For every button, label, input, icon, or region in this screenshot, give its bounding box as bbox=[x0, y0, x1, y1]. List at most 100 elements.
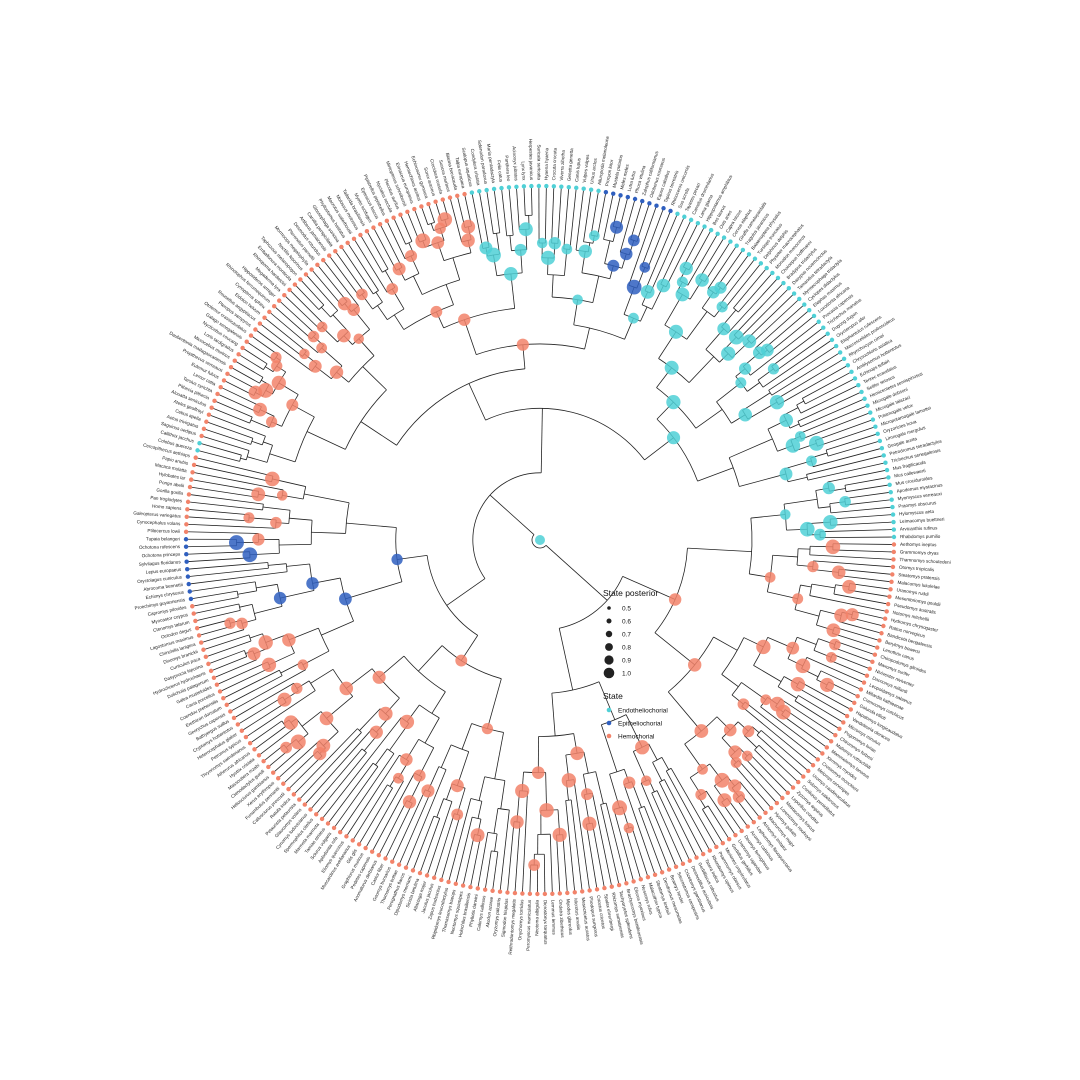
ancestral-node-marker bbox=[243, 512, 255, 524]
branch-arc bbox=[422, 279, 460, 295]
tip-marker bbox=[527, 891, 533, 897]
tip-marker bbox=[647, 201, 652, 206]
tip-marker bbox=[806, 768, 811, 774]
legend-size-items: 0.5 0.6 0.7 0.8 0.9 1.0 bbox=[603, 605, 631, 679]
branch-radial bbox=[543, 854, 546, 894]
branch-arc bbox=[263, 363, 268, 370]
tip-label: Tupaia belangeri bbox=[146, 536, 180, 541]
tip-marker bbox=[271, 304, 277, 309]
branch-radial bbox=[760, 730, 809, 772]
tip-marker bbox=[781, 280, 786, 286]
branch-radial bbox=[321, 620, 354, 636]
branch-radial bbox=[241, 702, 287, 732]
branch-arc bbox=[833, 584, 836, 595]
branch-arc bbox=[659, 779, 665, 783]
tip-marker bbox=[858, 687, 864, 692]
branch-radial bbox=[393, 217, 407, 245]
tip-marker bbox=[195, 448, 200, 453]
branch-radial bbox=[833, 647, 873, 663]
branch-radial bbox=[742, 392, 771, 411]
branch-radial bbox=[649, 216, 685, 294]
branch-radial bbox=[563, 187, 570, 249]
ancestral-node-marker bbox=[276, 490, 288, 501]
branch-arc bbox=[472, 816, 482, 820]
ancestral-node-marker bbox=[742, 725, 755, 738]
tip-marker bbox=[770, 270, 775, 276]
tip-marker bbox=[468, 884, 473, 890]
branch-radial bbox=[592, 793, 613, 887]
branch-radial bbox=[777, 686, 797, 699]
tip-marker bbox=[764, 265, 769, 271]
ancestral-node-marker bbox=[814, 528, 826, 541]
branch-radial bbox=[798, 695, 844, 723]
ancestral-node-marker bbox=[415, 233, 431, 249]
tip-marker bbox=[870, 417, 876, 422]
ancestral-node-marker bbox=[413, 769, 426, 782]
branch-radial bbox=[440, 744, 452, 768]
tip-label: Ptilocercus lowii bbox=[147, 528, 180, 534]
tip-marker bbox=[188, 596, 194, 602]
tip-marker bbox=[807, 307, 812, 313]
ancestral-node-marker bbox=[668, 593, 682, 606]
tip-label: Lynx lynx bbox=[521, 161, 527, 181]
branch-arc bbox=[245, 450, 250, 460]
branch-radial bbox=[833, 593, 889, 605]
tip-marker bbox=[391, 215, 396, 220]
tip-marker bbox=[433, 199, 438, 204]
tip-marker bbox=[680, 861, 686, 867]
tip-state-markers bbox=[183, 183, 897, 897]
tip-marker bbox=[542, 891, 548, 897]
branch-radial bbox=[385, 803, 413, 859]
tip-label: Viverra zibetha bbox=[559, 150, 566, 181]
branch-radial bbox=[643, 806, 670, 870]
tip-marker bbox=[184, 552, 189, 557]
branch-radial bbox=[638, 808, 663, 873]
branch-radial bbox=[419, 818, 441, 874]
branch-radial bbox=[551, 693, 556, 736]
tip-marker bbox=[815, 757, 820, 762]
branch-radial bbox=[644, 213, 678, 291]
tip-marker bbox=[333, 249, 338, 254]
branch-radial bbox=[514, 822, 521, 894]
branch-arc bbox=[757, 379, 764, 388]
tip-marker bbox=[262, 315, 267, 320]
branch-radial bbox=[188, 501, 263, 511]
ancestral-node-marker bbox=[450, 779, 464, 793]
branch-arc bbox=[438, 766, 447, 771]
branch-radial bbox=[192, 597, 239, 607]
branch-radial bbox=[809, 554, 894, 560]
branch-radial bbox=[358, 787, 393, 845]
branch-radial bbox=[455, 817, 473, 884]
tip-marker bbox=[654, 203, 659, 208]
ancestral-node-marker bbox=[735, 377, 747, 389]
tip-label: Myodes glareolus bbox=[566, 899, 574, 936]
ancestral-node-marker bbox=[393, 772, 404, 784]
branch-radial bbox=[760, 706, 823, 754]
branch-radial bbox=[721, 674, 739, 688]
tip-marker bbox=[872, 652, 878, 657]
tip-marker bbox=[855, 693, 860, 699]
branch-radial bbox=[424, 717, 440, 744]
branch-radial bbox=[254, 726, 286, 750]
branch-arc bbox=[387, 784, 393, 789]
branch-radial bbox=[339, 753, 395, 833]
branch-radial bbox=[333, 766, 379, 829]
branch-radial bbox=[192, 471, 284, 491]
branch-radial bbox=[717, 249, 744, 287]
tip-marker bbox=[183, 544, 189, 549]
tip-label: Mus fragilicauda bbox=[892, 459, 926, 471]
ancestral-node-marker bbox=[337, 328, 351, 343]
branch-radial bbox=[789, 423, 800, 429]
branch-radial bbox=[695, 409, 723, 429]
tip-marker bbox=[396, 862, 402, 867]
branch-radial bbox=[698, 237, 725, 279]
tip-marker bbox=[673, 864, 679, 870]
branch-radial bbox=[208, 650, 245, 665]
ancestral-node-marker bbox=[224, 617, 236, 629]
branch-arc bbox=[302, 486, 307, 500]
tip-label: Mus crociduroides bbox=[895, 475, 933, 486]
tip-marker bbox=[828, 739, 834, 744]
ancestral-node-marker bbox=[548, 237, 561, 250]
ancestral-node-marker bbox=[752, 346, 766, 360]
tip-marker bbox=[652, 872, 658, 877]
